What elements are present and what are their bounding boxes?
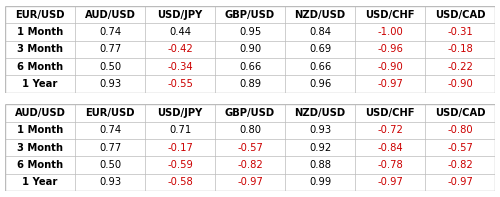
Text: -0.97: -0.97 <box>377 79 403 89</box>
Text: -0.59: -0.59 <box>167 160 193 170</box>
Text: USD/CAD: USD/CAD <box>435 10 485 20</box>
Text: 1 Month: 1 Month <box>17 27 63 37</box>
Text: 0.44: 0.44 <box>169 27 191 37</box>
Text: -0.31: -0.31 <box>447 27 473 37</box>
Text: 0.77: 0.77 <box>99 143 121 153</box>
Text: USD/JPY: USD/JPY <box>158 108 202 118</box>
Text: 1 Year: 1 Year <box>22 79 58 89</box>
Text: 0.96: 0.96 <box>309 79 331 89</box>
Text: USD/CAD: USD/CAD <box>435 108 485 118</box>
Text: 0.93: 0.93 <box>99 79 121 89</box>
Text: -0.18: -0.18 <box>447 44 473 54</box>
Text: 0.89: 0.89 <box>239 79 261 89</box>
Text: 0.80: 0.80 <box>239 125 261 135</box>
Text: 0.50: 0.50 <box>99 62 121 72</box>
Text: -0.57: -0.57 <box>447 143 473 153</box>
Text: 1 Month: 1 Month <box>17 125 63 135</box>
Text: 1 Year: 1 Year <box>22 177 58 187</box>
Text: 0.50: 0.50 <box>99 160 121 170</box>
Text: -0.78: -0.78 <box>377 160 403 170</box>
Text: 0.74: 0.74 <box>99 125 121 135</box>
Text: 3 Month: 3 Month <box>17 143 63 153</box>
Text: -0.80: -0.80 <box>447 125 473 135</box>
Text: 0.95: 0.95 <box>239 27 261 37</box>
Text: -0.84: -0.84 <box>377 143 403 153</box>
Text: NZD/USD: NZD/USD <box>294 10 346 20</box>
Text: 0.66: 0.66 <box>239 62 261 72</box>
Text: 0.74: 0.74 <box>99 27 121 37</box>
Text: 0.84: 0.84 <box>309 27 331 37</box>
Text: 0.92: 0.92 <box>309 143 331 153</box>
Text: 0.66: 0.66 <box>309 62 331 72</box>
Text: -0.58: -0.58 <box>167 177 193 187</box>
Text: USD/CHF: USD/CHF <box>365 10 415 20</box>
Text: -0.97: -0.97 <box>377 177 403 187</box>
Text: -1.00: -1.00 <box>377 27 403 37</box>
Text: 0.93: 0.93 <box>99 177 121 187</box>
Text: -0.96: -0.96 <box>377 44 403 54</box>
Text: 0.77: 0.77 <box>99 44 121 54</box>
Text: 6 Month: 6 Month <box>17 160 63 170</box>
Text: -0.82: -0.82 <box>447 160 473 170</box>
Text: NZD/USD: NZD/USD <box>294 108 346 118</box>
Text: -0.55: -0.55 <box>167 79 193 89</box>
Text: -0.97: -0.97 <box>237 177 263 187</box>
Text: GBP/USD: GBP/USD <box>225 10 275 20</box>
Text: -0.22: -0.22 <box>447 62 473 72</box>
Text: -0.72: -0.72 <box>377 125 403 135</box>
Text: EUR/USD: EUR/USD <box>85 108 135 118</box>
Text: 3 Month: 3 Month <box>17 44 63 54</box>
Text: -0.90: -0.90 <box>447 79 473 89</box>
Text: -0.97: -0.97 <box>447 177 473 187</box>
Text: 0.90: 0.90 <box>239 44 261 54</box>
Text: -0.34: -0.34 <box>167 62 193 72</box>
Text: EUR/USD: EUR/USD <box>15 10 65 20</box>
Text: 0.93: 0.93 <box>309 125 331 135</box>
Text: 0.69: 0.69 <box>309 44 331 54</box>
Text: 0.71: 0.71 <box>169 125 191 135</box>
Text: 0.88: 0.88 <box>309 160 331 170</box>
Text: USD/JPY: USD/JPY <box>158 10 202 20</box>
Text: -0.17: -0.17 <box>167 143 193 153</box>
Text: -0.57: -0.57 <box>237 143 263 153</box>
Text: AUD/USD: AUD/USD <box>84 10 136 20</box>
Text: USD/CHF: USD/CHF <box>365 108 415 118</box>
Text: -0.82: -0.82 <box>237 160 263 170</box>
Text: GBP/USD: GBP/USD <box>225 108 275 118</box>
Text: 6 Month: 6 Month <box>17 62 63 72</box>
Text: -0.42: -0.42 <box>167 44 193 54</box>
Text: -0.90: -0.90 <box>377 62 403 72</box>
Text: 0.99: 0.99 <box>309 177 331 187</box>
Text: AUD/USD: AUD/USD <box>14 108 66 118</box>
